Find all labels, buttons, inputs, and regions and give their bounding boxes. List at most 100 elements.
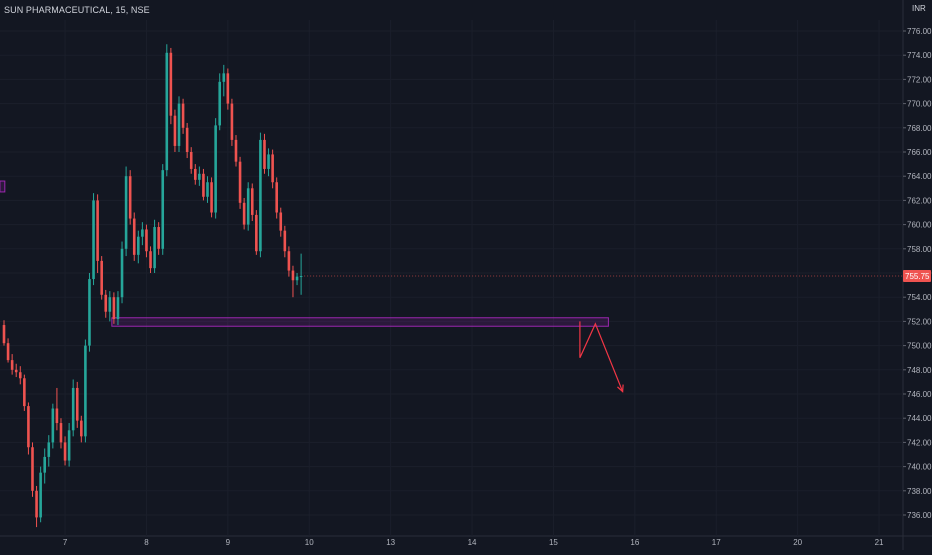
time-axis[interactable]: 7 8 9 10 13 14 15 16 17 20 21 [63,538,884,547]
projection-line[interactable] [579,321,624,392]
candle-body[interactable] [193,168,197,180]
candle-body[interactable] [214,125,217,213]
candle-body[interactable] [18,372,22,379]
candle-body[interactable] [137,236,140,255]
candle-body[interactable] [206,182,209,197]
price-tick-label: 754.00 [907,293,932,302]
price-tick-label: 746.00 [907,390,932,399]
candle-body[interactable] [67,430,71,461]
time-tick-label: 7 [63,538,68,547]
price-tick-label: 744.00 [907,414,932,423]
candle-body[interactable] [267,154,270,169]
candle-body[interactable] [259,139,262,252]
candle-body[interactable] [31,447,34,491]
candle-body[interactable] [185,127,189,152]
candle-body[interactable] [108,297,112,312]
candle-body[interactable] [230,103,234,140]
candle-body[interactable] [279,212,283,231]
support-zone[interactable] [0,180,6,193]
candle-body[interactable] [47,442,51,457]
candle-body[interactable] [291,270,295,281]
candle-body[interactable] [157,227,160,249]
time-tick-label: 20 [793,538,802,547]
candle-body[interactable] [55,408,59,424]
candle-body[interactable] [173,115,177,146]
candle-body[interactable] [246,188,250,225]
candle-body[interactable] [35,490,38,518]
last-price-badge [903,270,931,283]
candle-body[interactable] [263,139,266,169]
candle-body[interactable] [189,152,193,169]
support-zone[interactable] [111,317,609,327]
candle-body[interactable] [218,81,222,126]
candle-body[interactable] [181,103,185,128]
candle-body[interactable] [198,173,201,180]
candle-body[interactable] [169,52,173,116]
candle-body[interactable] [51,408,55,443]
candle-body[interactable] [23,378,26,407]
candle-body[interactable] [234,139,238,162]
time-tick-label: 13 [386,538,395,547]
candle-body[interactable] [255,214,258,252]
price-tick-label: 772.00 [907,75,932,84]
candle-body[interactable] [120,248,124,298]
candle-body[interactable] [116,297,120,319]
candle-body[interactable] [242,202,246,225]
candle-body[interactable] [177,103,181,146]
candle-body[interactable] [283,230,287,252]
candle-body[interactable] [161,170,165,249]
candle-body[interactable] [124,176,128,249]
candle-body[interactable] [96,200,99,261]
candle-body[interactable] [92,200,95,280]
candle-body[interactable] [10,360,14,370]
arrow-head [617,384,624,393]
candle-body[interactable] [250,188,254,215]
candle-body[interactable] [271,154,274,183]
candle-body[interactable] [100,260,103,295]
candles[interactable] [2,44,303,528]
candle-body[interactable] [128,176,132,219]
price-tick-label: 738.00 [907,487,932,496]
candle-body[interactable] [88,279,91,346]
last-price-label: 755.75 [905,272,930,281]
price-tick-label: 742.00 [907,438,932,447]
candle-body[interactable] [6,343,10,361]
candle-body[interactable] [59,423,63,443]
time-tick-label: 17 [712,538,721,547]
candle-body[interactable] [141,229,144,237]
candle-body[interactable] [149,251,152,269]
candle-body[interactable] [299,276,303,278]
candle-body[interactable] [84,345,87,437]
zones[interactable] [0,180,609,327]
candle-body[interactable] [295,276,299,281]
candle-body[interactable] [222,73,226,82]
candle-body[interactable] [27,406,30,448]
candle-body[interactable] [202,173,205,197]
candle-body[interactable] [104,294,108,312]
candle-body[interactable] [287,251,291,271]
price-tick-label: 768.00 [907,124,932,133]
candle-body[interactable] [14,369,18,373]
candle-body[interactable] [71,387,75,431]
candle-body[interactable] [153,227,156,269]
candle-body[interactable] [80,420,83,437]
candle-body[interactable] [210,182,213,213]
projection-arrow[interactable] [579,321,624,393]
candle-body[interactable] [226,73,230,104]
candle-body[interactable] [132,218,136,255]
price-tick-label: 774.00 [907,51,932,60]
candle-body[interactable] [75,387,79,421]
candle-body[interactable] [112,297,116,319]
candle-body[interactable] [275,182,278,213]
candle-body[interactable] [145,229,148,252]
candle-body[interactable] [63,442,67,461]
candle-body[interactable] [39,472,42,518]
candle-body[interactable] [238,161,242,203]
candle-body[interactable] [43,456,46,473]
candle-body[interactable] [2,325,6,344]
last-price-tag: 755.75 [304,270,931,283]
candle-body[interactable] [165,52,169,171]
